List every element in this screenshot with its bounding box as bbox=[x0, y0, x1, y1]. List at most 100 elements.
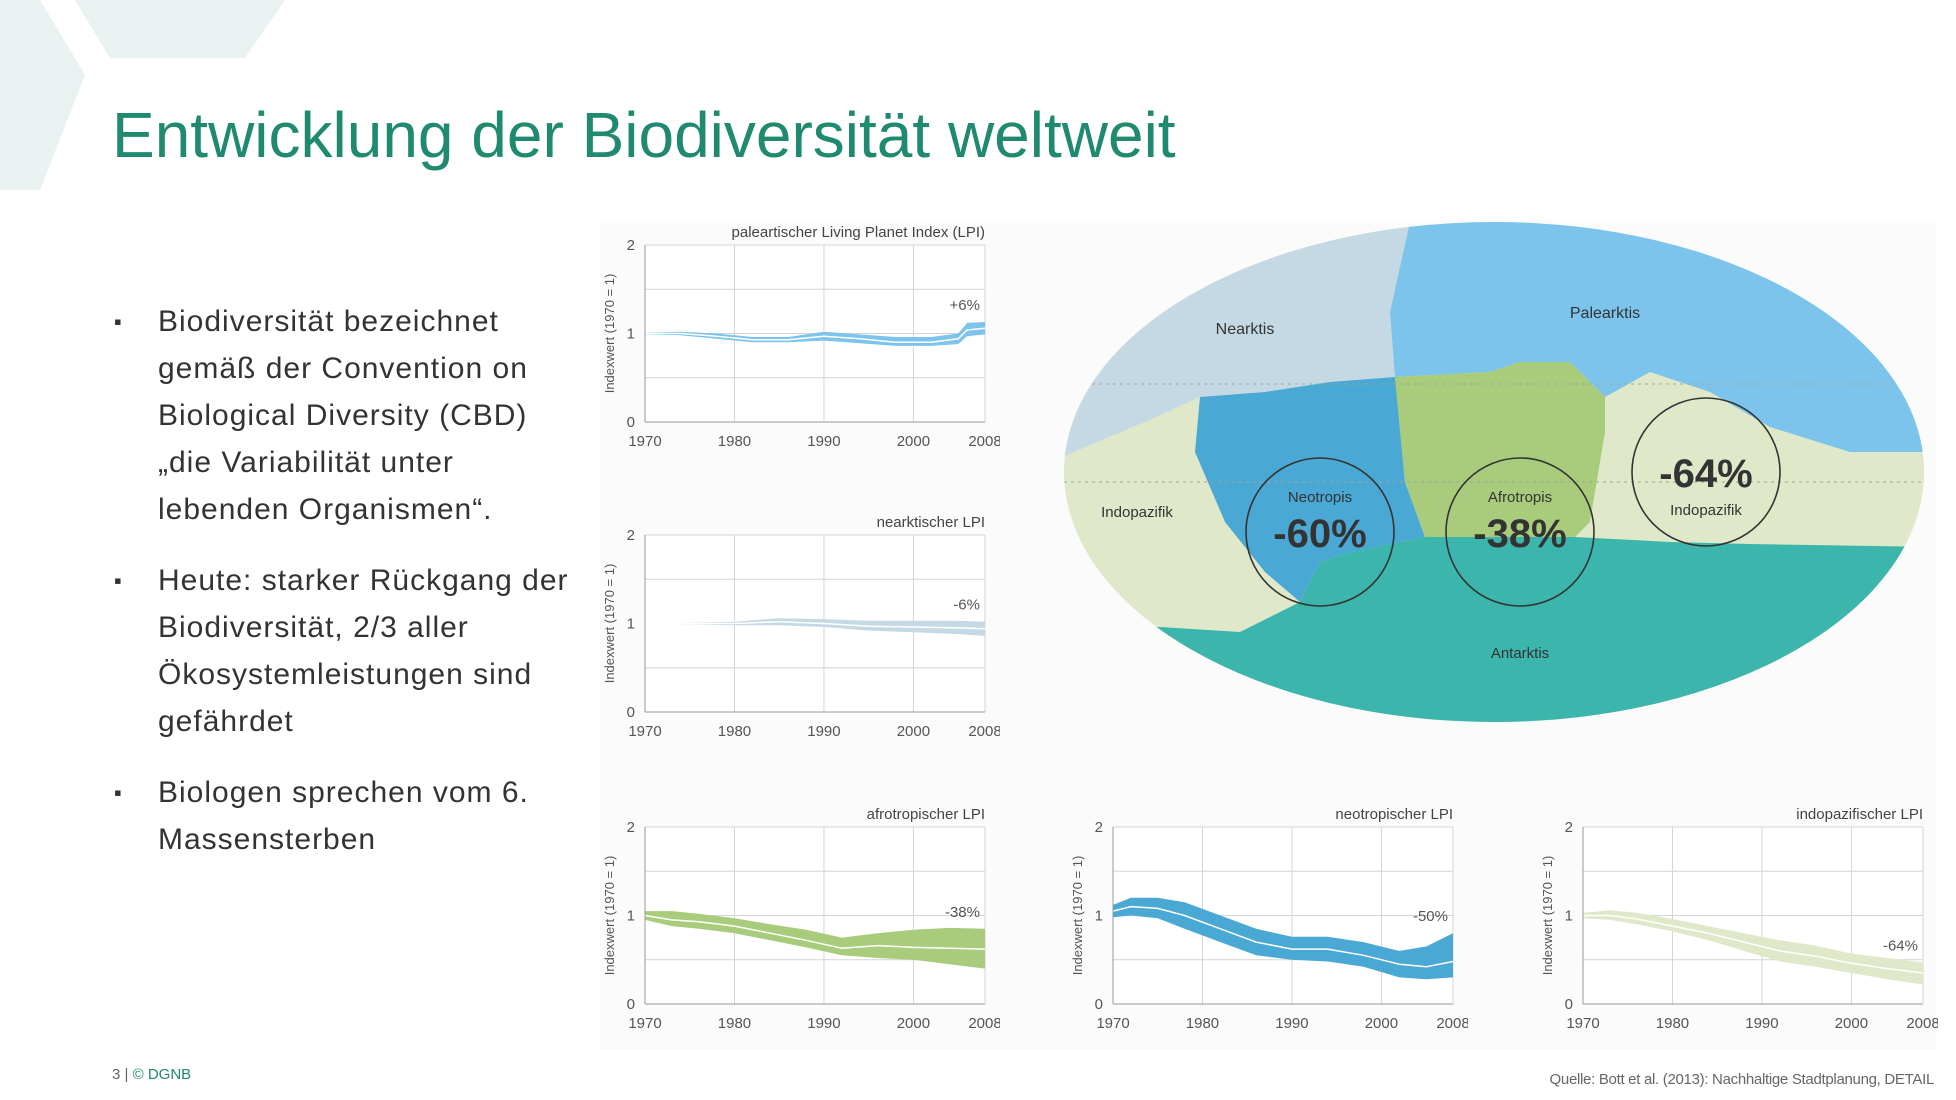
change-label: -6% bbox=[953, 597, 980, 614]
change-label: +6% bbox=[950, 297, 980, 314]
map-label-palearktis: Palearktis bbox=[1570, 305, 1640, 322]
y-tick-label: 2 bbox=[1565, 819, 1573, 836]
map-circle-neotropis bbox=[1245, 457, 1395, 607]
indopacific-lpi-chart: 1970 1980 1990 2000 2008 0 1 2 Indexwert (1970 =… bbox=[1540, 806, 1938, 1032]
change-label: -64% bbox=[1883, 937, 1918, 954]
x-tick-label: 1970 bbox=[628, 433, 661, 450]
map-region-neotropis bbox=[1195, 377, 1425, 602]
y-tick-label: 0 bbox=[627, 704, 635, 721]
x-tick-label: 1990 bbox=[807, 1015, 840, 1032]
y-tick-label: 1 bbox=[627, 908, 635, 925]
index-line bbox=[645, 620, 986, 630]
bullet-item: ▪ Biologen sprechen vom 6. Massensterben bbox=[112, 769, 582, 863]
map-region-antarktis bbox=[1064, 537, 1924, 722]
page-number: 3 bbox=[112, 1066, 121, 1083]
x-tick-label: 2000 bbox=[897, 1015, 930, 1032]
deco-chevron-top bbox=[75, 0, 285, 58]
neotropic-lpi-chart: 1970 1980 1990 2000 2008 0 1 2 Indexwert (1970 =… bbox=[1070, 806, 1468, 1032]
y-axis-label: Indexwert (1970 = 1) bbox=[1070, 856, 1085, 976]
world-map: Nearktis Palearktis Indopazifik Neotropi… bbox=[1064, 222, 1924, 722]
palearctic-lpi-chart: 1970 1980 1990 2000 2008 0 1 2 Indexwert (1970 =… bbox=[602, 224, 1000, 450]
map-label-indopazifik-west: Indopazifik bbox=[1101, 504, 1173, 521]
footer-separator: | bbox=[124, 1066, 129, 1083]
nearctic-lpi-chart: 1970 1980 1990 2000 2008 0 1 2 Indexwert (1970 =… bbox=[602, 514, 1000, 740]
x-tick-label: 2008 bbox=[968, 1015, 1000, 1032]
x-tick-label: 2000 bbox=[897, 723, 930, 740]
x-tick-label: 1980 bbox=[718, 1015, 751, 1032]
bullet-text: Heute: starker Rückgang der Biodiversitä… bbox=[158, 564, 569, 738]
x-tick-label: 1990 bbox=[807, 433, 840, 450]
footer-copyright: © DGNB bbox=[132, 1066, 192, 1083]
chart-title: neotropischer LPI bbox=[1335, 806, 1453, 823]
change-label: -38% bbox=[945, 904, 980, 921]
y-tick-label: 0 bbox=[627, 414, 635, 431]
x-tick-label: 1990 bbox=[807, 723, 840, 740]
x-tick-label: 2000 bbox=[1835, 1015, 1868, 1032]
map-label-nearktis: Nearktis bbox=[1216, 321, 1275, 338]
afrotropic-lpi-chart: 1970 1980 1990 2000 2008 0 1 2 Indexwert (1970 =… bbox=[602, 806, 1000, 1032]
deco-chevron-left bbox=[0, 0, 85, 190]
x-tick-label: 1970 bbox=[628, 1015, 661, 1032]
x-tick-label: 1970 bbox=[1566, 1015, 1599, 1032]
x-tick-label: 1990 bbox=[1745, 1015, 1778, 1032]
x-tick-label: 1980 bbox=[1186, 1015, 1219, 1032]
bullet-marker: ▪ bbox=[114, 309, 123, 334]
index-line bbox=[1583, 914, 1924, 974]
y-axis-label: Indexwert (1970 = 1) bbox=[1540, 856, 1555, 976]
y-tick-label: 0 bbox=[1565, 996, 1573, 1013]
index-line bbox=[1112, 905, 1454, 968]
y-axis-label: Indexwert (1970 = 1) bbox=[602, 856, 617, 976]
x-tick-label: 2008 bbox=[968, 723, 1000, 740]
x-tick-label: 1980 bbox=[718, 723, 751, 740]
y-tick-label: 1 bbox=[1565, 908, 1573, 925]
y-tick-label: 2 bbox=[627, 237, 635, 254]
chart-title: afrotropischer LPI bbox=[867, 806, 985, 823]
slide-corner-decoration bbox=[0, 0, 285, 190]
x-tick-label: 2000 bbox=[897, 433, 930, 450]
chart-title: paleartischer Living Planet Index (LPI) bbox=[732, 224, 985, 241]
confidence-band bbox=[645, 322, 985, 346]
y-tick-label: 1 bbox=[627, 616, 635, 633]
map-value-neotropis: -60% bbox=[1273, 512, 1366, 556]
bullet-text: Biodiversität bezeichnet gemäß der Conve… bbox=[158, 305, 528, 526]
bullet-text: Biologen sprechen vom 6. Massensterben bbox=[158, 776, 529, 856]
chart-title: indopazifischer LPI bbox=[1796, 806, 1923, 823]
map-label-antarktis: Antarktis bbox=[1491, 645, 1549, 662]
chart-title: nearktischer LPI bbox=[877, 514, 985, 531]
index-line bbox=[645, 327, 986, 344]
map-value-afrotropis: -38% bbox=[1473, 512, 1566, 556]
bullet-item: ▪ Heute: starker Rückgang der Biodiversi… bbox=[112, 557, 582, 745]
index-line bbox=[644, 914, 986, 950]
y-axis-label: Indexwert (1970 = 1) bbox=[602, 564, 617, 684]
confidence-band bbox=[645, 618, 985, 636]
bullet-list: ▪ Biodiversität bezeichnet gemäß der Con… bbox=[112, 298, 582, 887]
map-label-indopazifik-east: Indopazifik bbox=[1670, 502, 1742, 519]
y-tick-label: 0 bbox=[627, 996, 635, 1013]
y-tick-label: 1 bbox=[1095, 908, 1103, 925]
footer-source: Quelle: Bott et al. (2013): Nachhaltige … bbox=[1549, 1071, 1935, 1088]
map-value-indopazifik: -64% bbox=[1659, 452, 1752, 496]
page-title: Entwicklung der Biodiversität weltweit bbox=[112, 99, 1176, 171]
map-circle-afrotropis bbox=[1445, 457, 1595, 607]
x-tick-label: 1970 bbox=[628, 723, 661, 740]
bullet-marker: ▪ bbox=[114, 568, 123, 593]
footer-page-info: 3 | © DGNB bbox=[112, 1066, 191, 1083]
bullet-marker: ▪ bbox=[114, 780, 123, 805]
change-label: -50% bbox=[1413, 908, 1448, 925]
x-tick-label: 1970 bbox=[1096, 1015, 1129, 1032]
bullet-item: ▪ Biodiversität bezeichnet gemäß der Con… bbox=[112, 298, 582, 533]
confidence-band bbox=[1583, 910, 1923, 985]
map-region-afrotropis bbox=[1395, 362, 1605, 537]
confidence-band bbox=[1113, 897, 1453, 980]
map-circle-indopazifik bbox=[1631, 397, 1781, 547]
y-tick-label: 2 bbox=[1095, 819, 1103, 836]
y-tick-label: 1 bbox=[627, 326, 635, 343]
y-axis-label: Indexwert (1970 = 1) bbox=[602, 274, 617, 394]
x-tick-label: 2008 bbox=[1436, 1015, 1468, 1032]
map-label-neotropis: Neotropis bbox=[1288, 489, 1352, 506]
y-tick-label: 2 bbox=[627, 819, 635, 836]
x-tick-label: 1980 bbox=[1656, 1015, 1689, 1032]
x-tick-label: 2008 bbox=[1906, 1015, 1938, 1032]
x-tick-label: 1980 bbox=[718, 433, 751, 450]
y-tick-label: 2 bbox=[627, 527, 635, 544]
